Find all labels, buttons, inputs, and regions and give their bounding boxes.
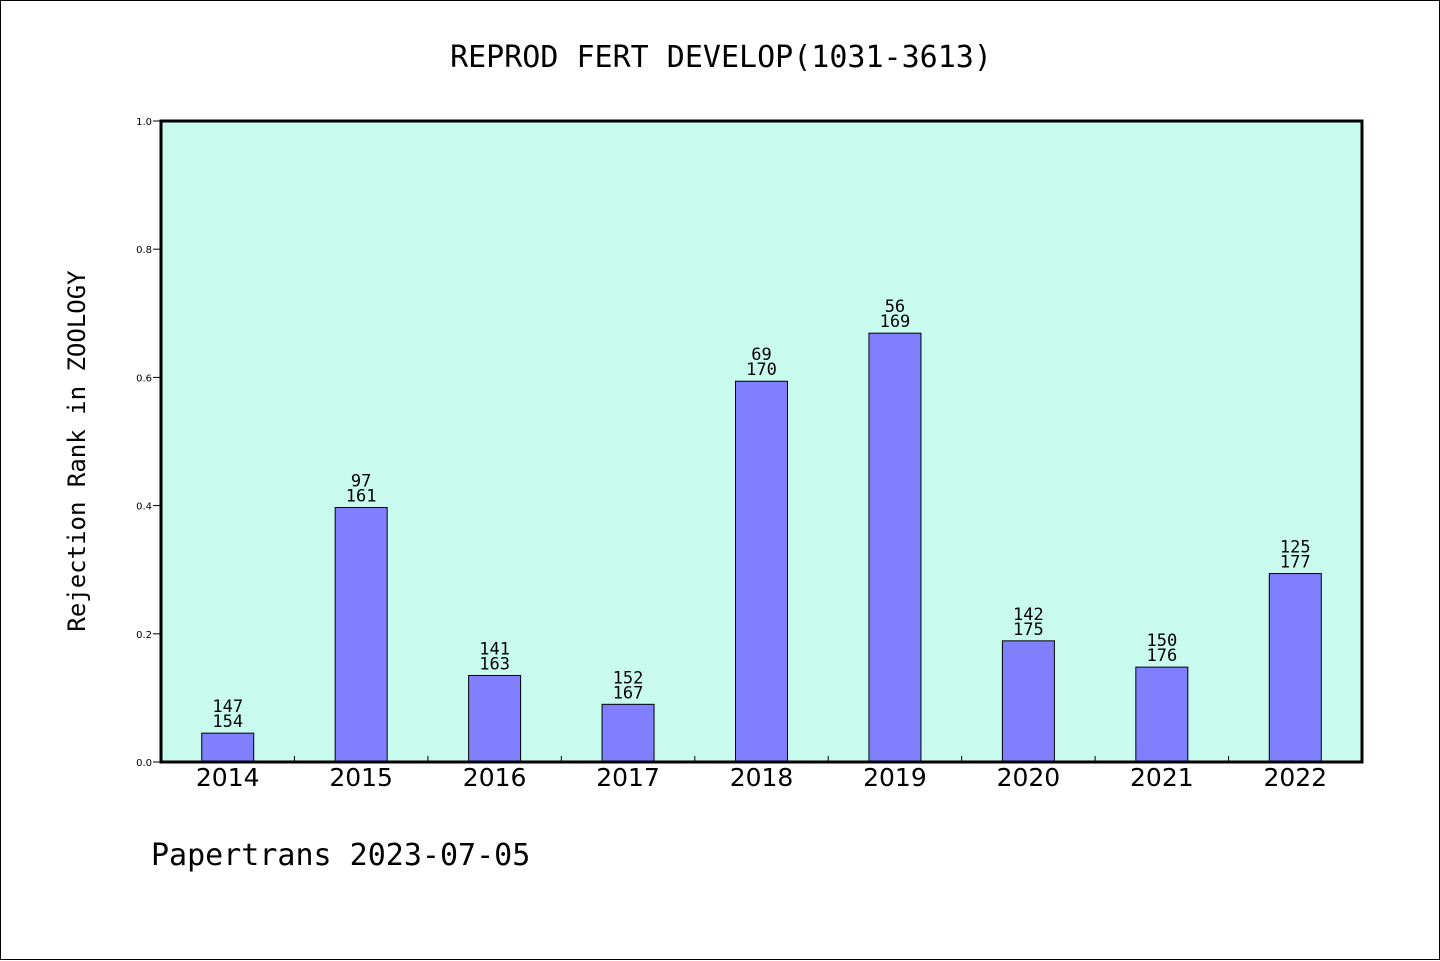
bar-label-top-2018: 69 (751, 345, 771, 365)
bar-label-bottom-2021: 176 (1146, 646, 1177, 666)
x-tick-label-2014: 2014 (196, 763, 260, 792)
bar-label-top-2017: 152 (613, 668, 644, 688)
bar-label-bottom-2014: 154 (212, 712, 243, 732)
bar-2020 (1001, 640, 1055, 763)
bar-label-top-2015: 97 (351, 472, 371, 492)
bar-label-bottom-2020: 175 (1013, 620, 1044, 640)
x-tick-label-2015: 2015 (329, 763, 393, 792)
bar-2014 (201, 732, 255, 763)
y-axis-label: Rejection Rank in ZOOLOGY (63, 270, 91, 632)
bar-2021 (1135, 666, 1189, 763)
x-tick-label-2017: 2017 (596, 763, 660, 792)
y-tick-label-0.2: 0.2 (136, 630, 152, 641)
bar-label-top-2019: 56 (885, 297, 905, 317)
x-tick-label-2019: 2019 (863, 763, 927, 792)
footer-text: Papertrans 2023-07-05 (151, 838, 530, 873)
bar-label-bottom-2016: 163 (479, 654, 510, 674)
bar-2022 (1268, 573, 1322, 763)
bar-2015 (334, 507, 388, 763)
x-axis: 2014 2015 2016 2017 2018 2019 2020 2021 2022 (196, 756, 1327, 792)
bar-2018 (735, 380, 788, 763)
bar-label-top-2022: 125 (1280, 538, 1311, 558)
bar-label-bottom-2019: 169 (880, 312, 911, 332)
x-tick-label-2018: 2018 (730, 763, 794, 792)
bar-label-bottom-2017: 167 (613, 683, 644, 703)
bar-2017 (601, 703, 655, 763)
x-tick-label-2020: 2020 (997, 763, 1061, 792)
y-tick-label-1.0: 1.0 (136, 117, 152, 128)
bars-group (201, 332, 1322, 763)
bar-label-top-2014: 147 (212, 697, 243, 717)
y-axis: 0.0 0.2 0.4 0.6 0.8 1.0 (136, 117, 161, 769)
bar-label-top-2021: 150 (1146, 631, 1177, 651)
y-tick-label-0.4: 0.4 (136, 502, 152, 513)
bar-label-top-2020: 142 (1013, 605, 1044, 625)
bar-label-bottom-2022: 177 (1280, 553, 1311, 573)
bar-label-bottom-2015: 161 (346, 487, 377, 507)
bar-label-top-2016: 141 (479, 639, 510, 659)
x-tick-label-2021: 2021 (1130, 763, 1194, 792)
chart-title: REPROD FERT DEVELOP(1031-3613) (450, 40, 992, 75)
y-tick-label-0.0: 0.0 (136, 758, 152, 769)
bar-2019 (868, 332, 922, 763)
bar-2016 (468, 674, 522, 763)
x-tick-label-2016: 2016 (463, 763, 527, 792)
y-tick-label-0.6: 0.6 (136, 373, 152, 384)
bar-label-bottom-2018: 170 (746, 360, 777, 380)
y-tick-label-0.8: 0.8 (136, 245, 152, 256)
x-tick-label-2022: 2022 (1263, 763, 1327, 792)
plot-border (159, 119, 1364, 764)
